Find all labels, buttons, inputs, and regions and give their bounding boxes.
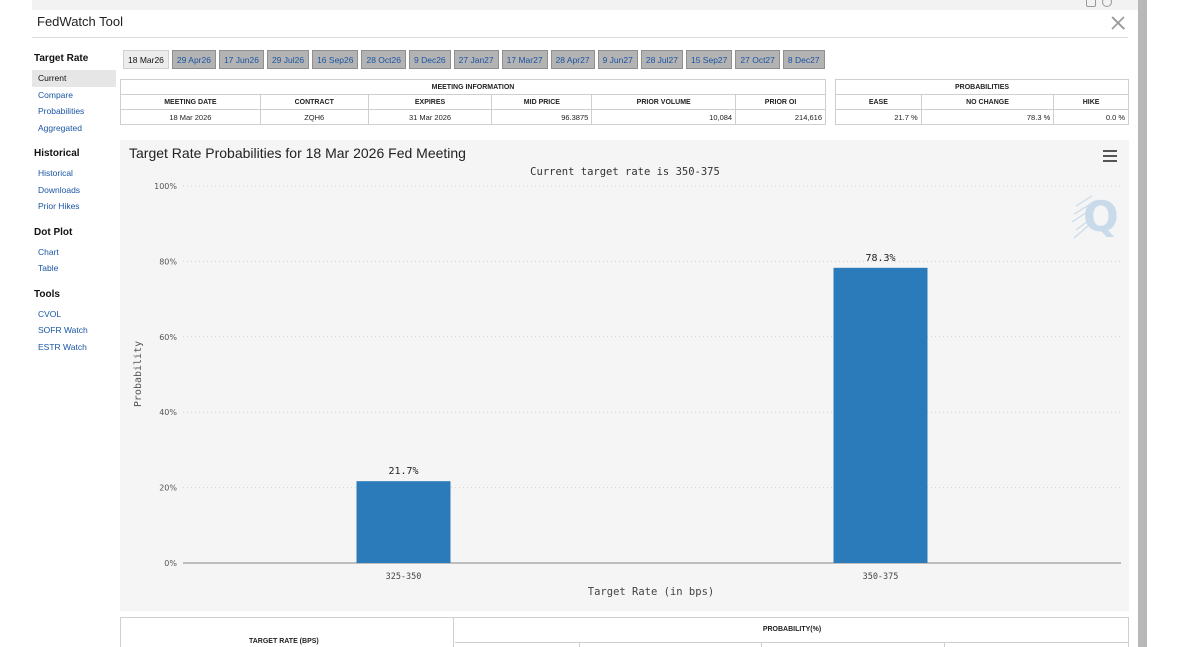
y-tick-label: 60%	[159, 333, 177, 342]
maximize-icon[interactable]	[1086, 0, 1096, 7]
sidebar-section-dot-plot: Dot Plot Chart Table	[32, 224, 116, 277]
sidebar-item-downloads[interactable]: Downloads	[38, 184, 81, 195]
probabilities-table: PROBABILITIES EASE NO CHANGE HIKE 21.7 %…	[835, 79, 1129, 125]
y-tick-label: 100%	[154, 182, 177, 191]
bar-chart: Current target rate is 350-375 Probabili…	[133, 166, 1121, 598]
sidebar-item-current[interactable]: Current	[32, 70, 116, 87]
chart-subtitle: Current target rate is 350-375	[530, 166, 720, 178]
sidebar-item-historical[interactable]: Historical	[38, 168, 73, 178]
column-header: MEETING DATE	[120, 94, 261, 110]
window-controls	[1086, 0, 1126, 7]
tab-meeting[interactable]: 28 Oct26	[361, 50, 406, 69]
column-header: PRIOR OI	[735, 94, 826, 110]
x-tick-label: 350-375	[863, 572, 899, 582]
hamburger-menu-icon[interactable]	[1103, 150, 1117, 162]
table-row: 18 Mar 2026 ZQH6 31 Mar 2026 96.3875 10,…	[120, 109, 826, 125]
y-tick-label: 40%	[159, 408, 177, 417]
tab-meeting[interactable]: 29 Jul26	[266, 50, 310, 69]
table-cell: ZQH6	[259, 109, 369, 125]
data-label: 21.7%	[388, 466, 418, 477]
tab-meeting[interactable]: 15 Sep27	[685, 50, 733, 69]
sidebar-item-chart[interactable]: Chart	[38, 246, 59, 257]
x-axis-label: Target Rate (in bps)	[588, 586, 714, 598]
tab-meeting[interactable]: 8 Dec27	[782, 50, 825, 69]
tab-meeting[interactable]: 28 Apr27	[550, 50, 595, 69]
target-rate-column: TARGET RATE (BPS)	[121, 618, 454, 647]
tab-meeting[interactable]: 9 Dec26	[408, 50, 451, 69]
probability-table: TARGET RATE (BPS) PROBABILITY(%)	[120, 617, 1129, 647]
table-cell: 78.3 %	[920, 109, 1055, 125]
x-tick-label: 325-350	[386, 572, 422, 582]
table-cell: 214,616	[735, 109, 826, 125]
column-header: EASE	[835, 94, 922, 110]
sidebar-section-target-rate: Target Rate Current Compare Probabilitie…	[32, 50, 116, 136]
tab-meeting[interactable]: 29 Apr26	[171, 50, 216, 69]
table-cell: 18 Mar 2026	[120, 109, 261, 125]
column-header: EXPIRES	[367, 94, 493, 110]
table-caption: PROBABILITIES	[835, 79, 1129, 95]
sidebar-item-prior-hikes[interactable]: Prior Hikes	[38, 201, 80, 211]
bar[interactable]	[356, 481, 451, 563]
sidebar: Target Rate Current Compare Probabilitie…	[32, 50, 116, 355]
probability-column: PROBABILITY(%)	[455, 618, 1129, 647]
data-label: 78.3%	[865, 253, 895, 264]
sidebar-heading: Historical	[34, 148, 80, 159]
x-close-icon[interactable]	[1110, 15, 1126, 31]
table-cell: 21.7 %	[835, 109, 922, 125]
sidebar-item-cvol[interactable]: CVOL	[38, 308, 62, 319]
y-tick-label: 20%	[159, 484, 177, 493]
column-header: MID PRICE	[491, 94, 593, 110]
meeting-tabs: 18 Mar26 29 Apr26 17 Jun26 29 Jul26 16 S…	[123, 50, 828, 69]
sidebar-item-probabilities[interactable]: Probabilities	[38, 106, 85, 116]
tab-meeting[interactable]: 16 Sep26	[312, 50, 359, 69]
sidebar-item-table[interactable]: Table	[38, 263, 59, 273]
scrollbar[interactable]	[1138, 0, 1147, 647]
column-header: HIKE	[1053, 94, 1129, 110]
table-cell: 31 Mar 2026	[367, 109, 493, 125]
column-header: NO CHANGE	[920, 94, 1055, 110]
table-cell: 0.0 %	[1053, 109, 1129, 125]
tab-meeting[interactable]: 17 Jun26	[218, 50, 264, 69]
cme-q-logo: Q	[1083, 192, 1119, 241]
y-tick-label: 80%	[159, 257, 177, 266]
tab-meeting[interactable]: 9 Jun27	[597, 50, 638, 69]
chart-title: Target Rate Probabilities for 18 Mar 202…	[129, 145, 466, 161]
table-cell: 10,084	[591, 109, 737, 125]
column-header: PROBABILITY(%)	[762, 626, 822, 633]
tab-meeting[interactable]: 27 Oct27	[735, 50, 780, 69]
tab-meeting[interactable]: 27 Jan27	[453, 50, 499, 69]
sidebar-item-aggregated[interactable]: Aggregated	[38, 122, 82, 133]
sidebar-heading: Target Rate	[34, 53, 89, 64]
tab-meeting[interactable]: 18 Mar26	[123, 50, 169, 69]
column-header: CONTRACT	[259, 94, 369, 110]
y-axis-label: Probability	[133, 341, 144, 407]
sidebar-item-sofr-watch[interactable]: SOFR Watch	[38, 325, 88, 335]
table-cell: 96.3875	[491, 109, 593, 125]
table-row: 21.7 % 78.3 % 0.0 %	[835, 109, 1129, 125]
refresh-icon[interactable]	[1102, 0, 1112, 7]
y-tick-label: 0%	[164, 559, 177, 568]
table-caption: MEETING INFORMATION	[120, 79, 826, 95]
sidebar-heading: Dot Plot	[34, 226, 73, 238]
sidebar-section-tools: Tools CVOL SOFR Watch ESTR Watch	[32, 286, 116, 356]
column-header: TARGET RATE (BPS)	[249, 638, 319, 645]
sidebar-item-estr-watch[interactable]: ESTR Watch	[38, 341, 87, 352]
watermark-lines-icon	[1071, 195, 1095, 239]
sidebar-item-compare[interactable]: Compare	[38, 89, 73, 100]
app-title: FedWatch Tool	[37, 14, 123, 29]
window-top-strip	[32, 0, 1138, 10]
sidebar-section-historical: Historical Historical Downloads Prior Hi…	[32, 145, 116, 215]
title-divider	[32, 37, 1128, 38]
sidebar-heading: Tools	[34, 288, 60, 300]
tab-meeting[interactable]: 28 Jul27	[640, 50, 683, 69]
meeting-info-table: MEETING INFORMATION MEETING DATE CONTRAC…	[120, 79, 826, 125]
chart-panel: Target Rate Probabilities for 18 Mar 202…	[120, 140, 1129, 611]
tab-meeting[interactable]: 17 Mar27	[501, 50, 548, 69]
bar[interactable]	[833, 267, 928, 563]
column-header: PRIOR VOLUME	[591, 94, 737, 110]
